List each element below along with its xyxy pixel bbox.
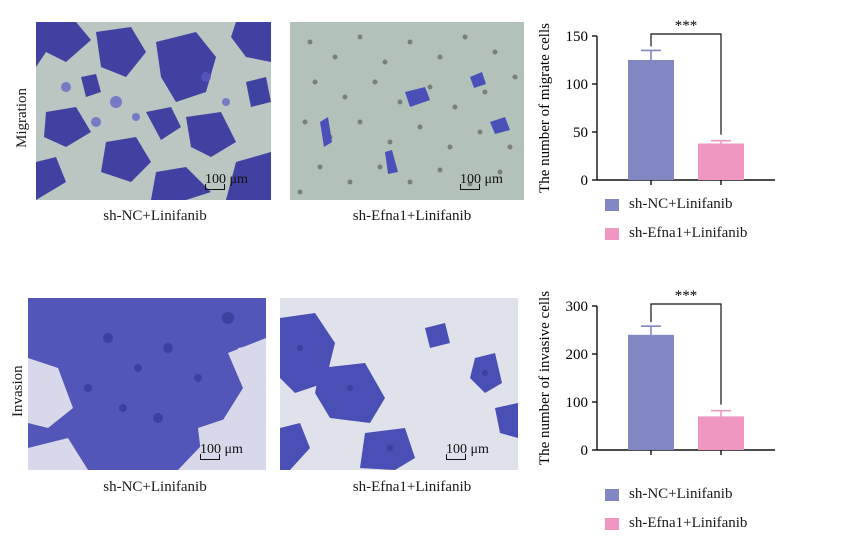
caption-invasion-nc: sh-NC+Linifanib [103, 479, 207, 495]
scale-bar-migration-efna1: 100 μm [460, 172, 503, 190]
bar-nc [628, 60, 674, 180]
y-axis-label: The number of migrate cells [537, 23, 553, 193]
invasion-bar-chart: The number of invasive cells 0 100 200 300 **… [537, 288, 775, 465]
legend-swatch-nc [605, 198, 619, 211]
migration-bar-chart: The number of migrate cells 0 50 100 150 *** [537, 18, 775, 193]
bar-efna1 [698, 143, 744, 180]
y-tick-label: 0 [581, 443, 589, 459]
legend-item-nc: sh-NC+Linifanib [605, 196, 732, 213]
invasion-nc-micrograph [28, 298, 266, 470]
legend-label-nc: sh-NC+Linifanib [629, 196, 733, 212]
caption-invasion-efna1: sh-Efna1+Linifanib [352, 479, 472, 495]
scale-bar-migration-nc: 100 μm [205, 172, 248, 190]
row-label-migration: Migration [14, 88, 30, 148]
scale-bar-invasion-nc: 100 μm [200, 442, 243, 460]
y-tick-label: 0 [581, 173, 589, 189]
legend-item-nc: sh-NC+Linifanib [605, 486, 732, 503]
legend-label-efna1: sh-Efna1+Linifanib [629, 225, 748, 241]
invasion-efna1-micrograph [280, 298, 518, 470]
legend-item-efna1: sh-Efna1+Linifanib [605, 225, 747, 242]
scale-bar-invasion-efna1: 100 μm [446, 442, 489, 460]
migration-nc-micrograph [36, 22, 271, 200]
y-axis-label: The number of invasive cells [537, 291, 553, 465]
significance-bracket [650, 303, 722, 405]
legend-swatch-efna1 [605, 517, 619, 530]
legend-label-nc: sh-NC+Linifanib [629, 486, 733, 502]
legend-swatch-nc [605, 488, 619, 501]
y-tick-label: 100 [566, 395, 589, 411]
y-tick-label: 300 [566, 299, 589, 315]
bar-efna1 [698, 416, 744, 450]
migration-efna1-micrograph [290, 22, 524, 200]
y-tick-label: 50 [573, 125, 588, 141]
migration-legend: sh-NC+Linifanib sh-Efna1+Linifanib [605, 196, 845, 246]
y-tick-label: 150 [566, 29, 589, 45]
significance-label: *** [675, 18, 698, 34]
legend-swatch-efna1 [605, 227, 619, 240]
y-tick-label: 100 [566, 77, 589, 93]
significance-bracket [650, 33, 722, 135]
row-label-invasion: Invasion [10, 365, 26, 417]
significance-label: *** [675, 288, 698, 304]
caption-migration-nc: sh-NC+Linifanib [103, 208, 207, 224]
legend-label-efna1: sh-Efna1+Linifanib [629, 515, 748, 531]
invasion-legend: sh-NC+Linifanib sh-Efna1+Linifanib [605, 486, 845, 536]
legend-item-efna1: sh-Efna1+Linifanib [605, 515, 747, 532]
caption-migration-efna1: sh-Efna1+Linifanib [352, 208, 472, 224]
y-tick-label: 200 [566, 347, 589, 363]
bar-nc [628, 334, 674, 450]
